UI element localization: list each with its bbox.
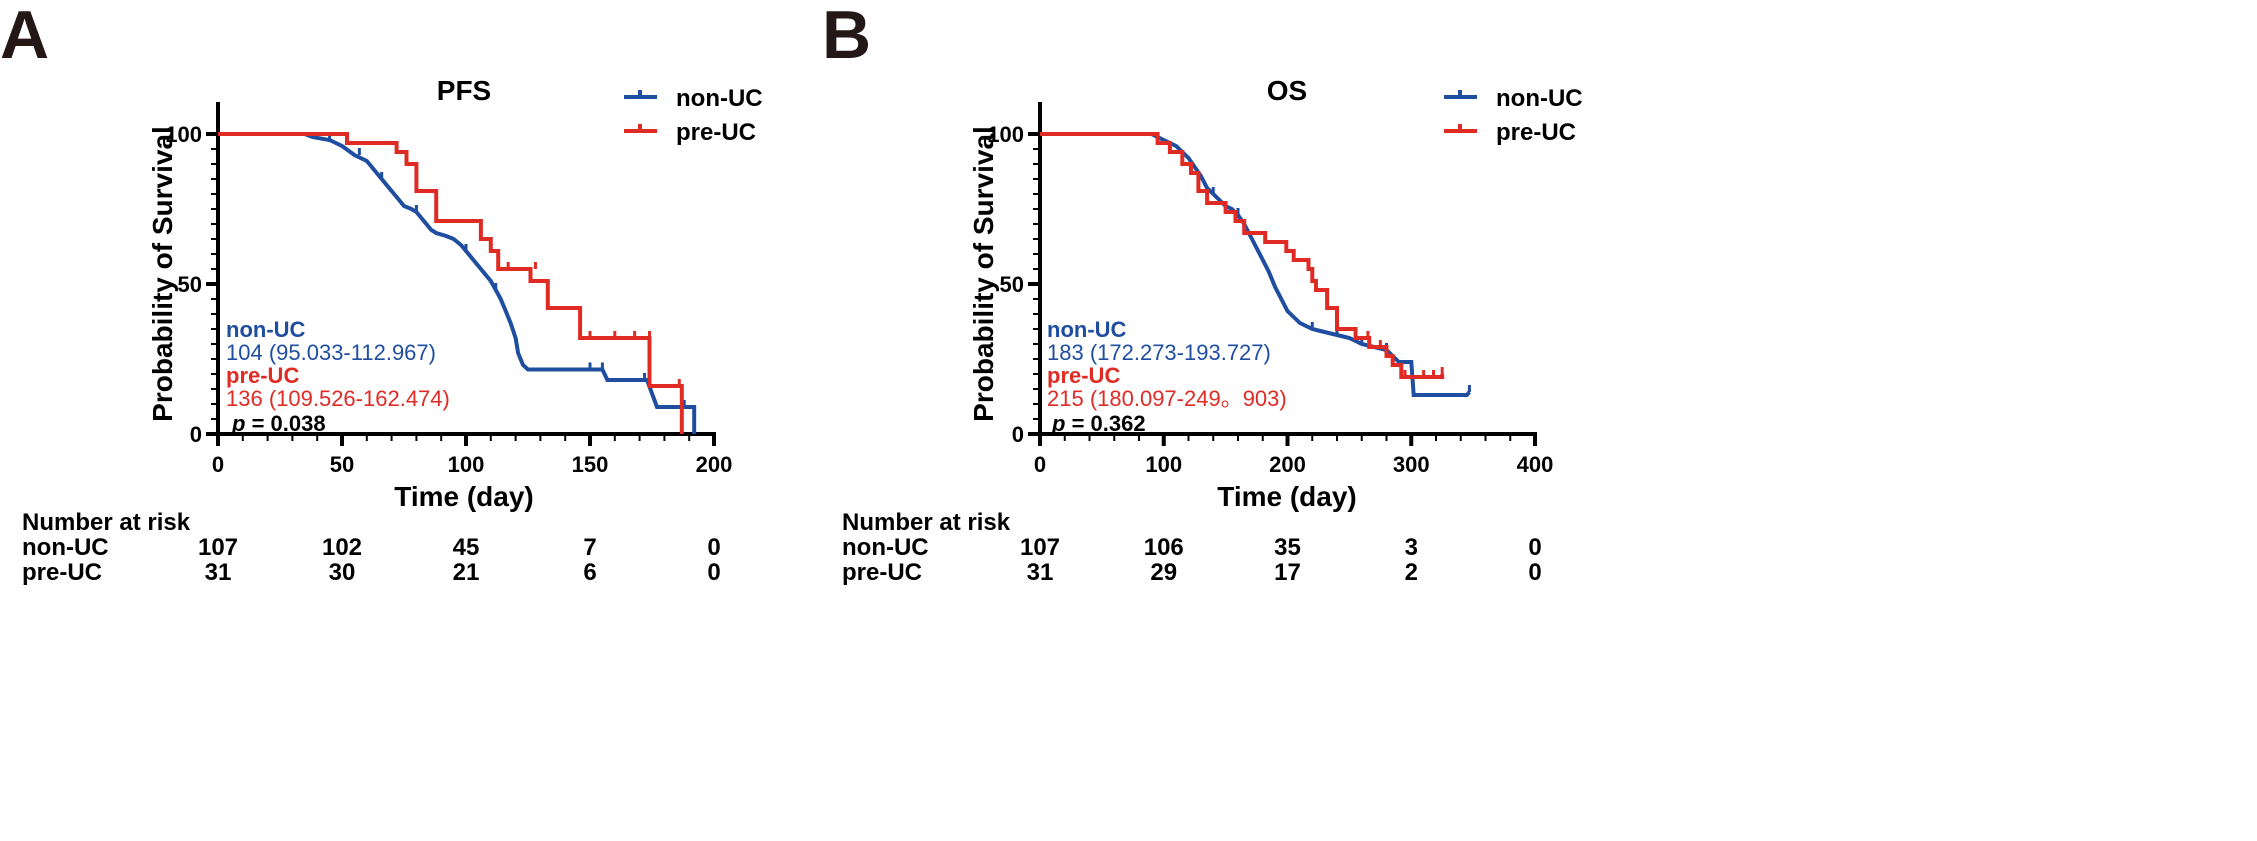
- risk-value-pre-uc-a: 0: [707, 559, 720, 586]
- risk-table-b: Number at risk non-UC pre-UC 107 106 35 3 0 3…: [842, 509, 1542, 586]
- risk-row-label-non-uc-b: non-UC: [842, 534, 929, 561]
- legend-label-pre-uc-b: pre-UC: [1496, 119, 1576, 146]
- x-tick-label-b: 300: [1393, 452, 1430, 477]
- y-axis-label-b: Probability of Survival: [968, 126, 999, 422]
- risk-value-non-uc-b: 3: [1405, 534, 1418, 561]
- annotation-pre-uc-median-b: 215 (180.097-249。903): [1047, 386, 1287, 411]
- x-tick-label-a: 0: [212, 452, 224, 477]
- risk-table-header-b: Number at risk: [842, 509, 1011, 536]
- x-tick-label-b: 0: [1034, 452, 1046, 477]
- x-tick-label-a: 50: [330, 452, 354, 477]
- x-axis-label-b: Time (day): [1217, 481, 1357, 512]
- risk-row-label-pre-uc-a: pre-UC: [22, 559, 102, 586]
- series-line-pre-uc-a: [218, 132, 684, 434]
- median-annotations-b: non-UC 183 (172.273-193.727) pre-UC 215 …: [1047, 317, 1287, 436]
- median-annotations-a: non-UC 104 (95.033-112.967) pre-UC 136 (…: [226, 317, 450, 436]
- risk-value-pre-uc-b: 31: [1027, 559, 1054, 586]
- x-tick-label-b: 400: [1517, 452, 1554, 477]
- annotation-pre-uc-median-a: 136 (109.526-162.474): [226, 386, 450, 411]
- series-line-pre-uc-b: [1040, 132, 1445, 379]
- y-tick-label-b: 50: [1000, 272, 1024, 297]
- x-tick-label-a: 150: [572, 452, 609, 477]
- risk-value-pre-uc-b: 17: [1274, 559, 1301, 586]
- annotation-p-value-a: p = 0.038: [231, 411, 326, 436]
- x-axis-label-a: Time (day): [394, 481, 534, 512]
- annotation-non-uc-median-b: 183 (172.273-193.727): [1047, 340, 1271, 365]
- annotation-non-uc-label-a: non-UC: [226, 317, 306, 342]
- series-line-non-uc-a: [218, 132, 697, 434]
- chart-title-os: OS: [1267, 75, 1307, 106]
- risk-value-non-uc-a: 45: [453, 534, 480, 561]
- x-tick-label-b: 100: [1145, 452, 1182, 477]
- p-value-text-b: = 0.362: [1065, 411, 1145, 436]
- legend-b: non-UC pre-UC: [1444, 85, 1583, 146]
- axes-a: 0 50 100 0 50 100 150 200: [165, 102, 732, 477]
- risk-table-header-a: Number at risk: [22, 509, 191, 536]
- risk-value-non-uc-b: 107: [1020, 534, 1060, 561]
- axes-b: 0 50 100 0 100 200 300 400: [987, 102, 1553, 477]
- legend-label-non-uc-a: non-UC: [676, 85, 763, 112]
- risk-value-non-uc-a: 102: [322, 534, 362, 561]
- panel-label-b: B: [822, 0, 871, 73]
- risk-value-pre-uc-a: 31: [205, 559, 232, 586]
- risk-value-non-uc-b: 0: [1528, 534, 1541, 561]
- risk-value-non-uc-b: 106: [1144, 534, 1184, 561]
- y-tick-label-b: 0: [1012, 422, 1024, 447]
- annotation-p-value-b: p = 0.362: [1051, 411, 1146, 436]
- risk-value-pre-uc-a: 6: [583, 559, 596, 586]
- x-tick-label-b: 200: [1269, 452, 1306, 477]
- legend-label-non-uc-b: non-UC: [1496, 85, 1583, 112]
- annotation-non-uc-median-a: 104 (95.033-112.967): [226, 340, 436, 365]
- series-layer-b: [1040, 132, 1471, 397]
- y-tick-label-a: 100: [165, 122, 202, 147]
- risk-value-pre-uc-b: 29: [1150, 559, 1177, 586]
- y-tick-label-b: 100: [987, 122, 1024, 147]
- risk-table-a: Number at risk non-UC pre-UC 107 102 45 7 0 3…: [22, 509, 721, 586]
- risk-value-non-uc-a: 7: [583, 534, 596, 561]
- panel-a: A PFS Probability of Survival Time (day)…: [0, 0, 763, 586]
- x-tick-label-a: 200: [696, 452, 733, 477]
- risk-value-pre-uc-a: 21: [453, 559, 480, 586]
- y-tick-label-a: 50: [178, 272, 202, 297]
- annotation-pre-uc-label-a: pre-UC: [226, 363, 299, 388]
- chart-title-pfs: PFS: [437, 75, 491, 106]
- legend-a: non-UC pre-UC: [624, 85, 763, 146]
- risk-value-pre-uc-b: 2: [1405, 559, 1418, 586]
- risk-value-non-uc-a: 0: [707, 534, 720, 561]
- series-layer-a: [218, 132, 697, 434]
- risk-value-pre-uc-a: 30: [329, 559, 356, 586]
- p-value-text-a: = 0.038: [245, 411, 325, 436]
- annotation-pre-uc-label-b: pre-UC: [1047, 363, 1120, 388]
- risk-row-label-non-uc-a: non-UC: [22, 534, 109, 561]
- annotation-non-uc-label-b: non-UC: [1047, 317, 1127, 342]
- risk-row-label-pre-uc-b: pre-UC: [842, 559, 922, 586]
- risk-value-non-uc-a: 107: [198, 534, 238, 561]
- y-axis-label-a: Probability of Survival: [147, 126, 178, 422]
- risk-value-pre-uc-b: 0: [1528, 559, 1541, 586]
- panel-label-a: A: [0, 0, 49, 73]
- series-line-non-uc-b: [1040, 132, 1471, 397]
- risk-value-non-uc-b: 35: [1274, 534, 1301, 561]
- legend-label-pre-uc-a: pre-UC: [676, 119, 756, 146]
- risk-values-b: 107 106 35 3 0 31 29 17 2 0: [1020, 534, 1542, 586]
- p-symbol-b: p: [1051, 411, 1065, 436]
- risk-values-a: 107 102 45 7 0 31 30 21 6 0: [198, 534, 721, 586]
- x-tick-label-a: 100: [448, 452, 485, 477]
- y-tick-label-a: 0: [190, 422, 202, 447]
- panel-b: B OS Probability of Survival Time (day) …: [822, 0, 1583, 586]
- p-symbol-a: p: [231, 411, 245, 436]
